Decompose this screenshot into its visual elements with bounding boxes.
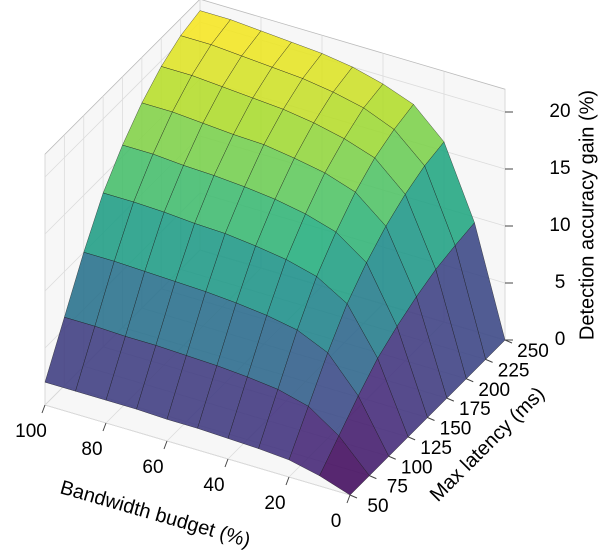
x-tick-label: 60 [142,457,163,478]
z-tick-label: 20 [549,101,570,122]
x-tick-label: 20 [264,493,285,514]
y-tick [466,378,474,383]
y-tick [369,475,377,480]
y-tick-label: 175 [459,399,491,420]
labels: 0204060801005075100125150175200225250051… [15,101,570,532]
x-tick [224,458,229,468]
x-tick [346,494,351,504]
y-tick-label: 150 [440,419,472,440]
z-tick-label: 0 [555,329,566,350]
x-tick-label: 100 [15,421,47,442]
y-tick-label: 50 [367,496,388,517]
grid-line [44,404,351,496]
y-tick-label: 100 [401,457,433,478]
y-tick [388,455,396,460]
y-tick-label: 200 [478,380,510,401]
y-tick [446,397,455,402]
y-tick-label: 75 [387,477,408,498]
x-tick-label: 0 [331,511,342,532]
y-tick [349,494,358,499]
y-tick [427,417,435,421]
z-axis-title: Detection accuracy gain (%) [576,90,598,340]
y-tick [485,358,493,363]
y-tick [407,436,416,441]
z-tick-label: 5 [555,272,566,293]
x-tick [163,440,168,450]
y-tick-label: 250 [517,341,549,362]
x-tick-label: 40 [203,475,224,496]
surface-patch [319,435,370,496]
z-tick-label: 10 [549,215,570,236]
x-tick [102,422,107,432]
surface [44,10,506,496]
x-tick [41,404,46,414]
y-tick-label: 125 [420,438,452,459]
z-tick-label: 15 [549,158,570,179]
x-tick-label: 80 [81,439,102,460]
y-tick-label: 225 [498,360,530,381]
x-tick [285,476,290,486]
